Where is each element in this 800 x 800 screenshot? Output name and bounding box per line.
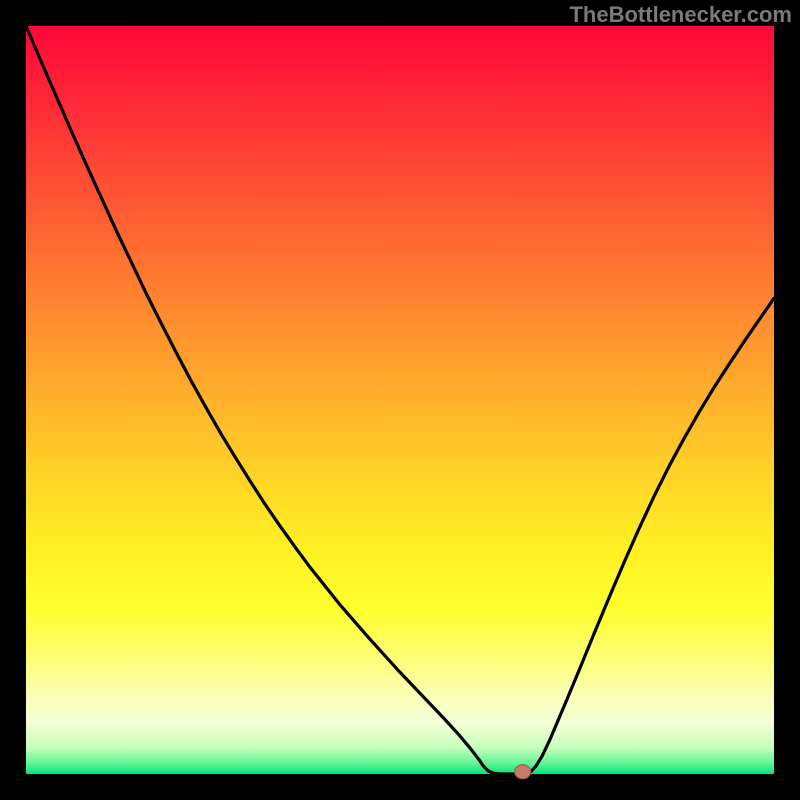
watermark-text: TheBottlenecker.com xyxy=(569,2,792,28)
bottleneck-chart xyxy=(0,0,800,800)
chart-container: TheBottlenecker.com xyxy=(0,0,800,800)
plot-area xyxy=(26,26,774,774)
optimal-point-marker xyxy=(515,765,531,779)
